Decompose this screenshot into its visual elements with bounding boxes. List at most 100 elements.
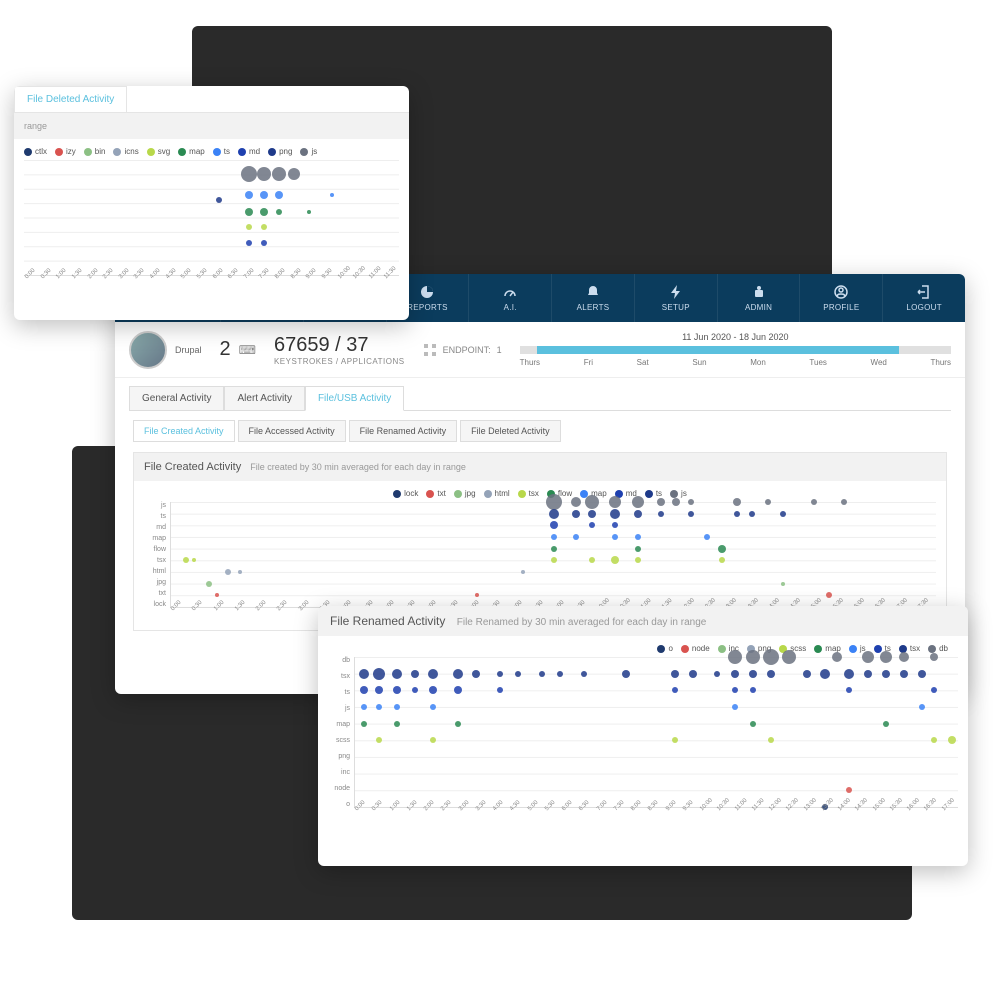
nav-a.i.[interactable]: A.I. — [468, 274, 551, 322]
data-point — [948, 736, 956, 744]
legend-swatch — [928, 645, 936, 653]
legend-swatch — [681, 645, 689, 653]
data-point — [880, 651, 892, 663]
legend-swatch — [426, 490, 434, 498]
legend-swatch — [24, 148, 32, 156]
data-point — [411, 670, 419, 678]
nav-admin[interactable]: ADMIN — [717, 274, 800, 322]
chart-subtitle: File created by 30 min averaged for each… — [250, 462, 466, 472]
data-point — [931, 687, 937, 693]
legend-item[interactable]: tsx — [518, 489, 539, 498]
timeline-block[interactable]: 11 Jun 2020 - 18 Jun 2020 ThursFriSatSun… — [520, 332, 951, 367]
data-point — [272, 167, 286, 181]
data-point — [844, 669, 854, 679]
legend-label: map — [189, 147, 205, 156]
tab-file-usb-activity[interactable]: File/USB Activity — [305, 386, 404, 411]
legend-label: ts — [224, 147, 230, 156]
data-point — [632, 496, 644, 508]
legend-item[interactable]: db — [928, 644, 948, 653]
legend-swatch — [645, 490, 653, 498]
data-point — [260, 191, 268, 199]
legend-item[interactable]: js — [670, 489, 687, 498]
data-point — [931, 737, 937, 743]
legend-item[interactable]: bin — [84, 147, 106, 156]
data-point — [429, 686, 437, 694]
legend-swatch — [718, 645, 726, 653]
data-point — [515, 671, 521, 677]
legend-swatch — [113, 148, 121, 156]
data-point — [550, 521, 558, 529]
profile-icon — [833, 284, 849, 300]
data-point — [361, 704, 367, 710]
data-point — [551, 534, 557, 540]
data-point — [453, 669, 463, 679]
legend-item[interactable]: html — [484, 489, 510, 498]
legend-item[interactable]: izy — [55, 147, 76, 156]
data-point — [820, 669, 830, 679]
data-point — [672, 687, 678, 693]
legend-item[interactable]: js — [300, 147, 317, 156]
data-point — [882, 670, 890, 678]
subtab-file-renamed-activity[interactable]: File Renamed Activity — [349, 420, 458, 442]
legend-item[interactable]: ts — [645, 489, 662, 498]
legend-item[interactable]: png — [268, 147, 292, 156]
trailing-num: 2 ⌨ — [220, 338, 256, 361]
data-point — [780, 511, 786, 517]
subtab-file-accessed-activity[interactable]: File Accessed Activity — [238, 420, 346, 442]
legend-item[interactable]: ctlx — [24, 147, 47, 156]
legend-item[interactable]: o — [657, 644, 672, 653]
legend-swatch — [268, 148, 276, 156]
kpi-value: 67659 / 37 — [274, 334, 405, 357]
nav-alerts[interactable]: ALERTS — [551, 274, 634, 322]
nav-setup[interactable]: SETUP — [634, 274, 717, 322]
subtab-file-deleted-activity[interactable]: File Deleted Activity — [460, 420, 561, 442]
legend-swatch — [518, 490, 526, 498]
tab-alert-activity[interactable]: Alert Activity — [224, 386, 304, 411]
data-point — [811, 499, 817, 505]
data-point — [671, 670, 679, 678]
data-point — [589, 557, 595, 563]
timeline-fill — [537, 346, 899, 354]
file-created-chart-card: File Created Activity File created by 30… — [133, 452, 947, 631]
nav-profile[interactable]: PROFILE — [799, 274, 882, 322]
nav-label: PROFILE — [823, 303, 859, 312]
legend-label: tsx — [529, 489, 539, 498]
data-point — [428, 669, 438, 679]
legend-item[interactable]: md — [238, 147, 260, 156]
data-point — [728, 650, 742, 664]
data-point — [573, 534, 579, 540]
data-point — [497, 671, 503, 677]
legend-item[interactable]: txt — [426, 489, 445, 498]
logout-icon — [916, 284, 932, 300]
legend-item[interactable]: ts — [213, 147, 230, 156]
legend-item[interactable]: lock — [393, 489, 418, 498]
data-point — [689, 670, 697, 678]
bubble-chart: dbtsxtsjsmapscsspngincnodeo 0:000:301:00… — [354, 657, 958, 822]
legend-item[interactable]: svg — [147, 147, 170, 156]
legend-swatch — [213, 148, 221, 156]
legend-item[interactable]: icns — [113, 147, 138, 156]
nav-label: SETUP — [662, 303, 690, 312]
nav-label: ALERTS — [577, 303, 610, 312]
data-point — [225, 569, 231, 575]
data-point — [430, 704, 436, 710]
tab-general-activity[interactable]: General Activity — [129, 386, 224, 411]
data-point — [589, 522, 595, 528]
tab-file-deleted[interactable]: File Deleted Activity — [14, 86, 127, 112]
subtab-file-created-activity[interactable]: File Created Activity — [133, 420, 235, 442]
grid-icon — [423, 343, 437, 357]
data-point — [373, 668, 385, 680]
legend-label: icns — [124, 147, 138, 156]
legend-label: db — [939, 644, 948, 653]
data-point — [361, 721, 367, 727]
bubble-chart: jstsmdmapflowtsxhtmljpgtxtlock 0:000:301… — [170, 502, 936, 622]
legend-item[interactable]: jpg — [454, 489, 476, 498]
legend-label: jpg — [465, 489, 476, 498]
nav-label: A.I. — [504, 303, 517, 312]
nav-logout[interactable]: LOGOUT — [882, 274, 965, 322]
avatar-subtitle: Drupal — [175, 345, 202, 355]
legend-item[interactable]: node — [681, 644, 710, 653]
legend-item[interactable]: map — [178, 147, 205, 156]
timeline-bar[interactable] — [520, 346, 951, 354]
keyboard-icon: ⌨ — [239, 343, 256, 357]
